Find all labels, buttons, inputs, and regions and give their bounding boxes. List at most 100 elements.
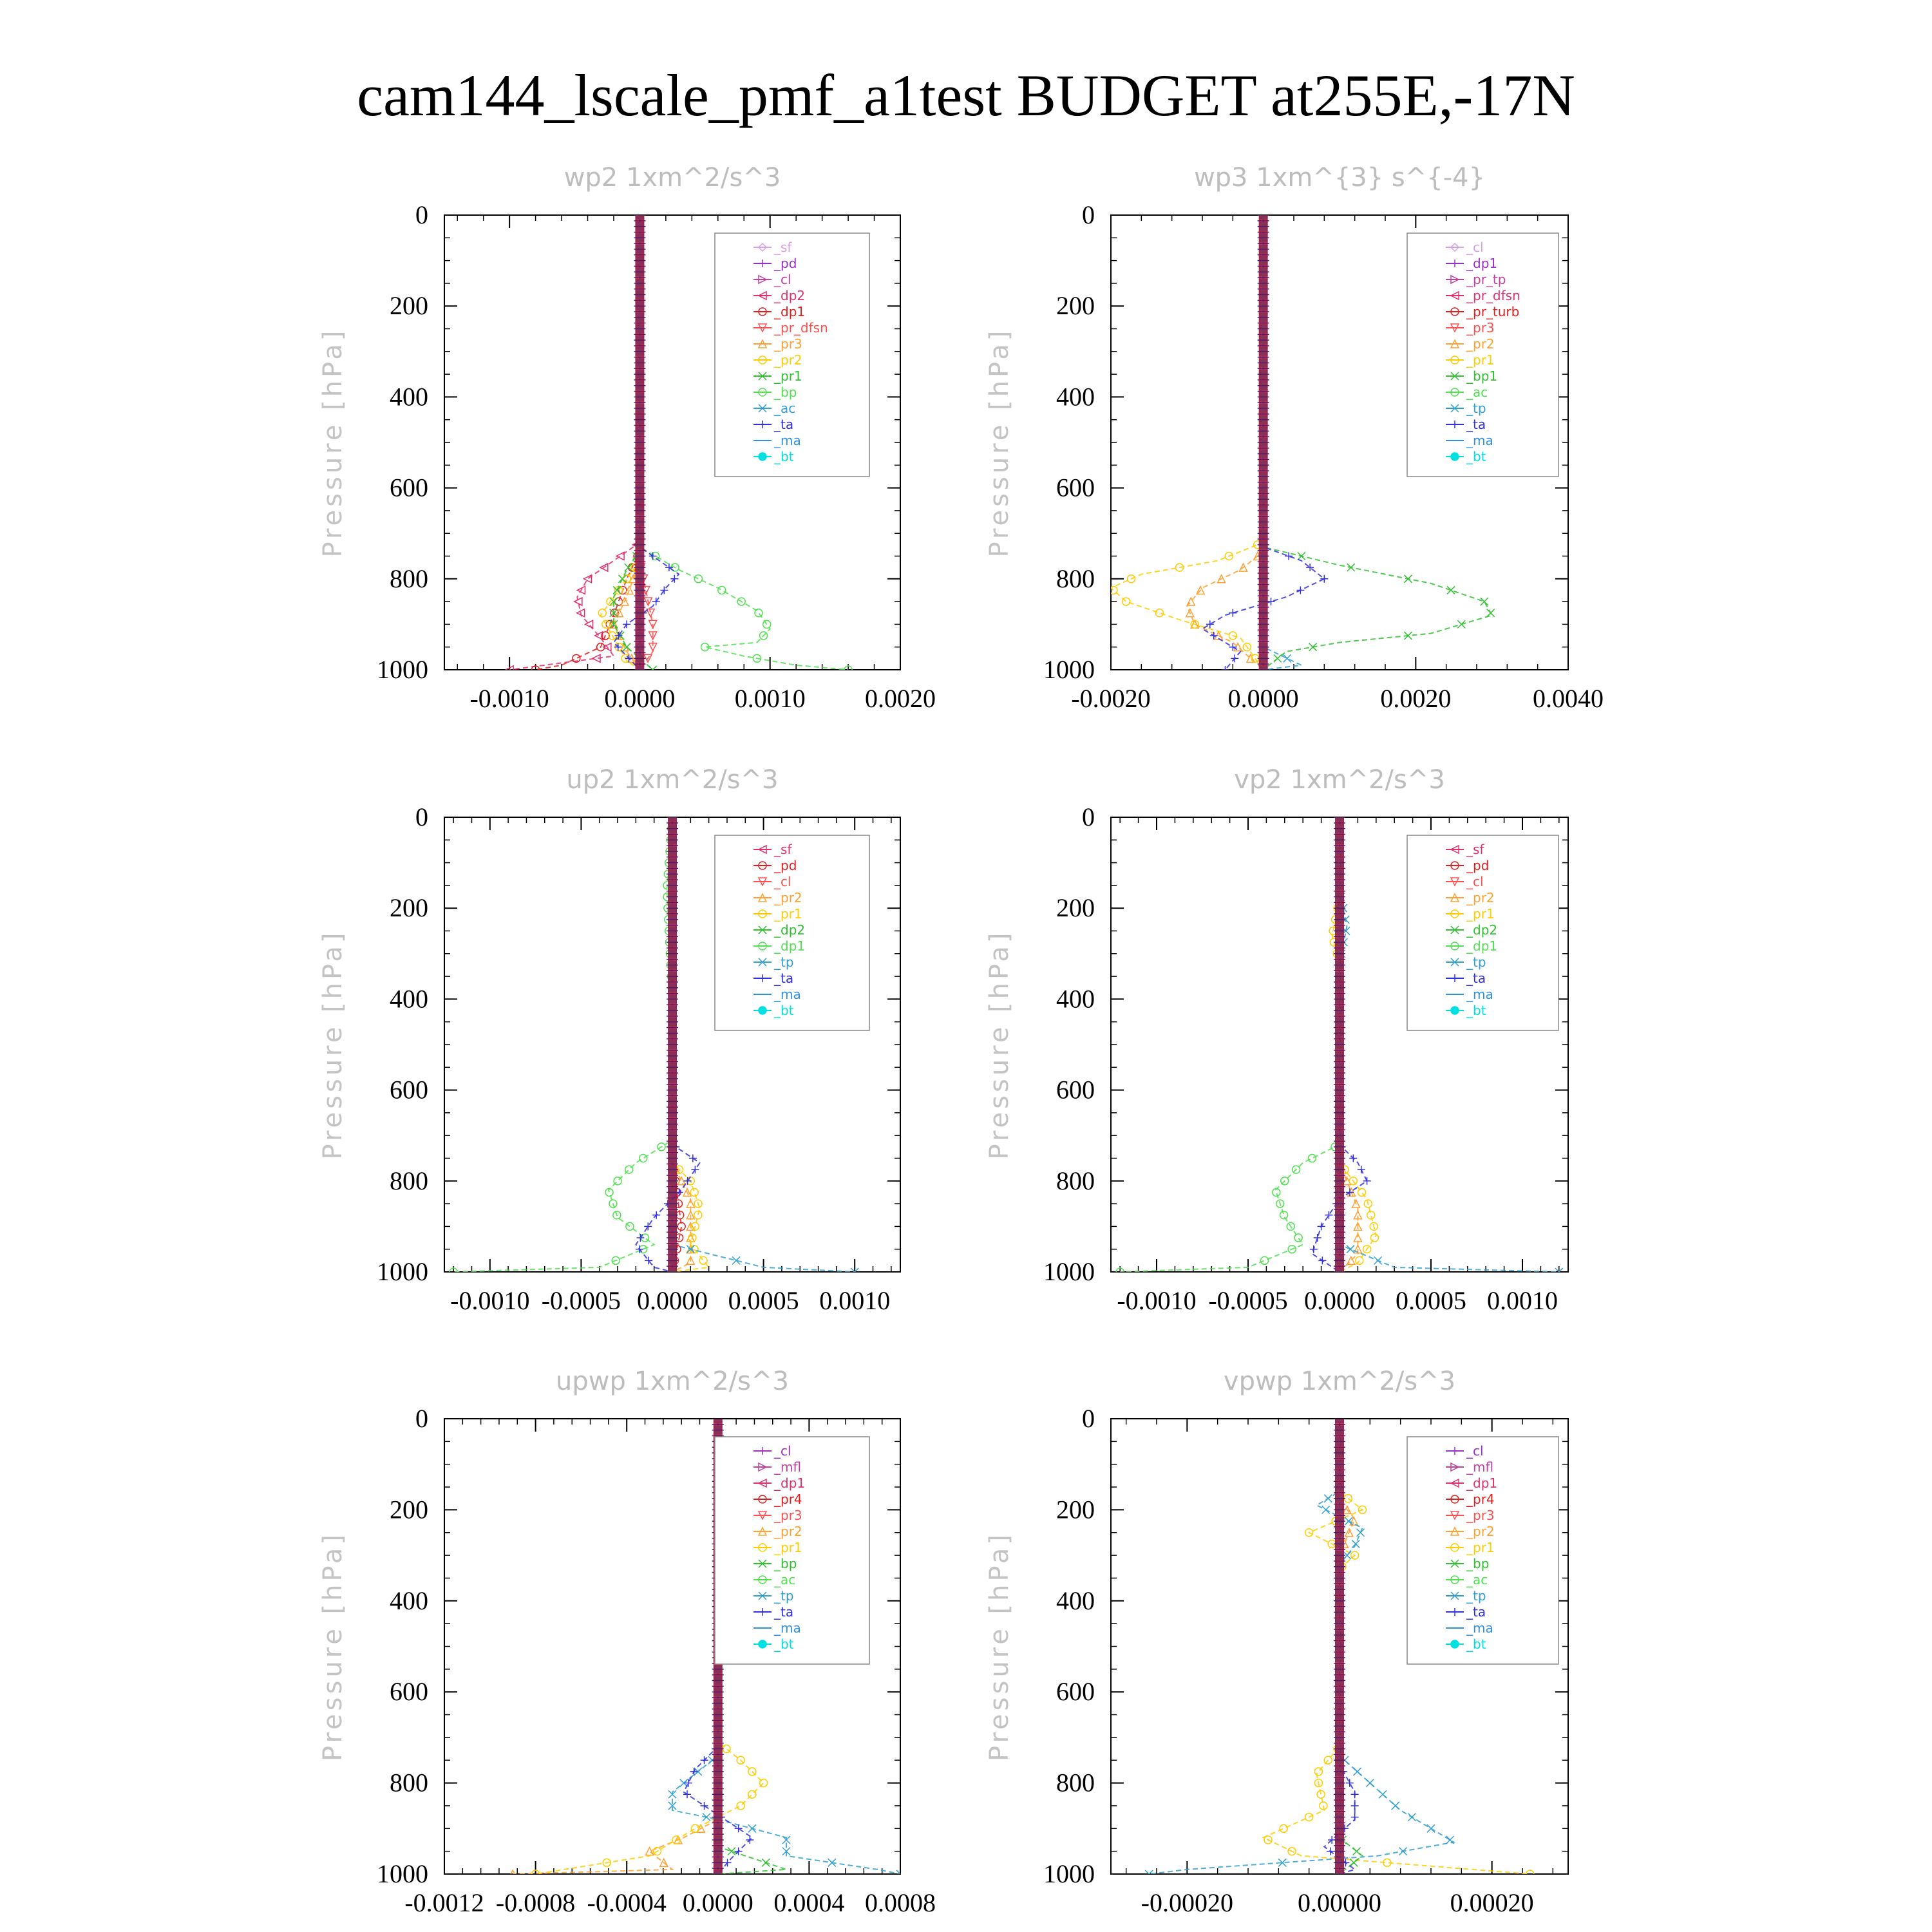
legend-item: _dp2 bbox=[1446, 922, 1497, 938]
data-point bbox=[1358, 1505, 1367, 1515]
data-point bbox=[748, 1824, 757, 1833]
data-point bbox=[652, 1211, 661, 1219]
data-point bbox=[1345, 1188, 1354, 1197]
series-markers-pr2 bbox=[510, 1419, 723, 1874]
data-point bbox=[1229, 643, 1237, 651]
legend-label: _bt bbox=[773, 1636, 794, 1652]
legend-label: _dp1 bbox=[1466, 256, 1497, 271]
legend-item: _pr2 bbox=[1446, 890, 1495, 905]
chart-panel-2: wp3 1xm^{3} s^{-4} Pressure [hPa] 0 200 400 6… bbox=[985, 163, 1604, 713]
legend-item: _bt bbox=[753, 449, 794, 464]
legend-swatch-marker bbox=[1450, 942, 1459, 951]
y-tick-label: 400 bbox=[1056, 1586, 1095, 1615]
data-area bbox=[1111, 215, 1495, 670]
data-point bbox=[613, 1177, 622, 1186]
legend-item: _ta bbox=[753, 1604, 793, 1620]
y-tick-label: 800 bbox=[1056, 1166, 1095, 1195]
data-point bbox=[690, 1824, 700, 1833]
series-line-ta bbox=[683, 1419, 753, 1874]
x-tick-label: 0.0005 bbox=[1396, 1286, 1466, 1315]
legend: _cl_dp1_pr_tp_pr_dfsn_pr_turb_pr3_pr2_pr… bbox=[1406, 232, 1559, 477]
legend-label: _pr2 bbox=[773, 890, 802, 905]
y-tick-label: 200 bbox=[390, 291, 428, 320]
data-point bbox=[622, 574, 631, 583]
legend-label: _sf bbox=[773, 842, 792, 857]
legend-label: _pr2 bbox=[1466, 336, 1495, 352]
data-point bbox=[1391, 1801, 1400, 1810]
y-tick-label: 400 bbox=[390, 984, 428, 1013]
legend-label: _tp bbox=[1466, 1588, 1486, 1604]
data-point bbox=[591, 654, 601, 663]
legend-label: _pr_tp bbox=[1466, 272, 1506, 287]
data-point bbox=[1323, 1494, 1332, 1503]
data-point bbox=[1344, 1517, 1353, 1526]
data-point bbox=[694, 574, 703, 583]
data-point bbox=[1353, 1767, 1362, 1776]
legend: _sf_pd_cl_dp2_dp1_pr_dfsn_pr3_pr2_pr1_bp… bbox=[714, 232, 870, 477]
data-point bbox=[1286, 1222, 1296, 1231]
legend-label: _ma bbox=[773, 1620, 801, 1636]
data-point bbox=[748, 1767, 757, 1776]
legend-item: _ma bbox=[753, 433, 801, 448]
legend-label: _ma bbox=[773, 433, 801, 448]
legend-swatch-marker bbox=[758, 942, 767, 951]
legend-item: _cl bbox=[1446, 874, 1484, 889]
x-tick-label: 0.0020 bbox=[1380, 684, 1451, 713]
legend-swatch-marker bbox=[1450, 452, 1459, 461]
legend-box bbox=[714, 835, 870, 1031]
data-point bbox=[683, 1790, 692, 1799]
series-markers-ta bbox=[614, 215, 679, 670]
data-point bbox=[618, 574, 627, 583]
data-point bbox=[1351, 1198, 1361, 1208]
legend-swatch-marker bbox=[758, 909, 767, 918]
data-point bbox=[691, 1166, 699, 1174]
legend-swatch-marker bbox=[759, 421, 766, 428]
legend-item: _bt bbox=[753, 1003, 794, 1018]
legend-swatch-marker bbox=[757, 844, 767, 855]
data-point bbox=[761, 1858, 770, 1867]
legend-item: _bt bbox=[1446, 1636, 1486, 1652]
legend-item: _pr1 bbox=[1446, 906, 1495, 922]
legend-item: _pr4 bbox=[753, 1492, 802, 1507]
data-area bbox=[1115, 817, 1564, 1272]
legend-label: _dp2 bbox=[773, 922, 805, 938]
x-tick-label: 0.0000 bbox=[604, 684, 675, 713]
data-point bbox=[676, 1176, 687, 1186]
data-point bbox=[1555, 1267, 1564, 1272]
data-point bbox=[1350, 1790, 1359, 1799]
legend-swatch-marker bbox=[758, 1543, 767, 1552]
legend-label: _bp1 bbox=[1466, 368, 1497, 384]
data-point bbox=[638, 1244, 648, 1254]
data-point bbox=[615, 551, 625, 561]
data-point bbox=[736, 1801, 745, 1810]
data-point bbox=[1221, 666, 1229, 670]
data-point bbox=[700, 1756, 708, 1765]
legend-item: _pr1 bbox=[753, 906, 802, 922]
legend-item: _cl bbox=[1446, 240, 1484, 255]
y-tick-label: 0 bbox=[415, 802, 428, 831]
series-line-ta bbox=[1201, 215, 1326, 670]
data-point bbox=[1363, 1199, 1373, 1208]
data-point bbox=[1217, 574, 1226, 583]
y-tick-label: 200 bbox=[390, 1495, 428, 1524]
panel-title: vpwp 1xm^2/s^3 bbox=[1224, 1367, 1455, 1396]
data-point bbox=[1367, 1211, 1376, 1220]
legend-label: _ta bbox=[773, 1604, 793, 1620]
data-point bbox=[1352, 1847, 1361, 1856]
data-point bbox=[1326, 1847, 1334, 1855]
data-point bbox=[1291, 1165, 1301, 1174]
legend-swatch-marker bbox=[759, 974, 766, 982]
data-point bbox=[754, 609, 763, 618]
legend-label: _cl bbox=[773, 874, 791, 889]
data-point bbox=[1383, 1858, 1392, 1868]
legend-label: _pr1 bbox=[773, 368, 802, 384]
legend-item: _pr1 bbox=[1446, 352, 1495, 368]
data-point bbox=[850, 1267, 859, 1272]
data-point bbox=[1325, 1211, 1333, 1219]
legend-item: _pr2 bbox=[753, 352, 802, 368]
data-point bbox=[1260, 1256, 1269, 1265]
data-point bbox=[782, 1835, 791, 1844]
legend-label: _pr_turb bbox=[1466, 304, 1519, 319]
panel-title: wp2 1xm^2/s^3 bbox=[564, 163, 781, 193]
legend-label: _bt bbox=[773, 449, 794, 464]
